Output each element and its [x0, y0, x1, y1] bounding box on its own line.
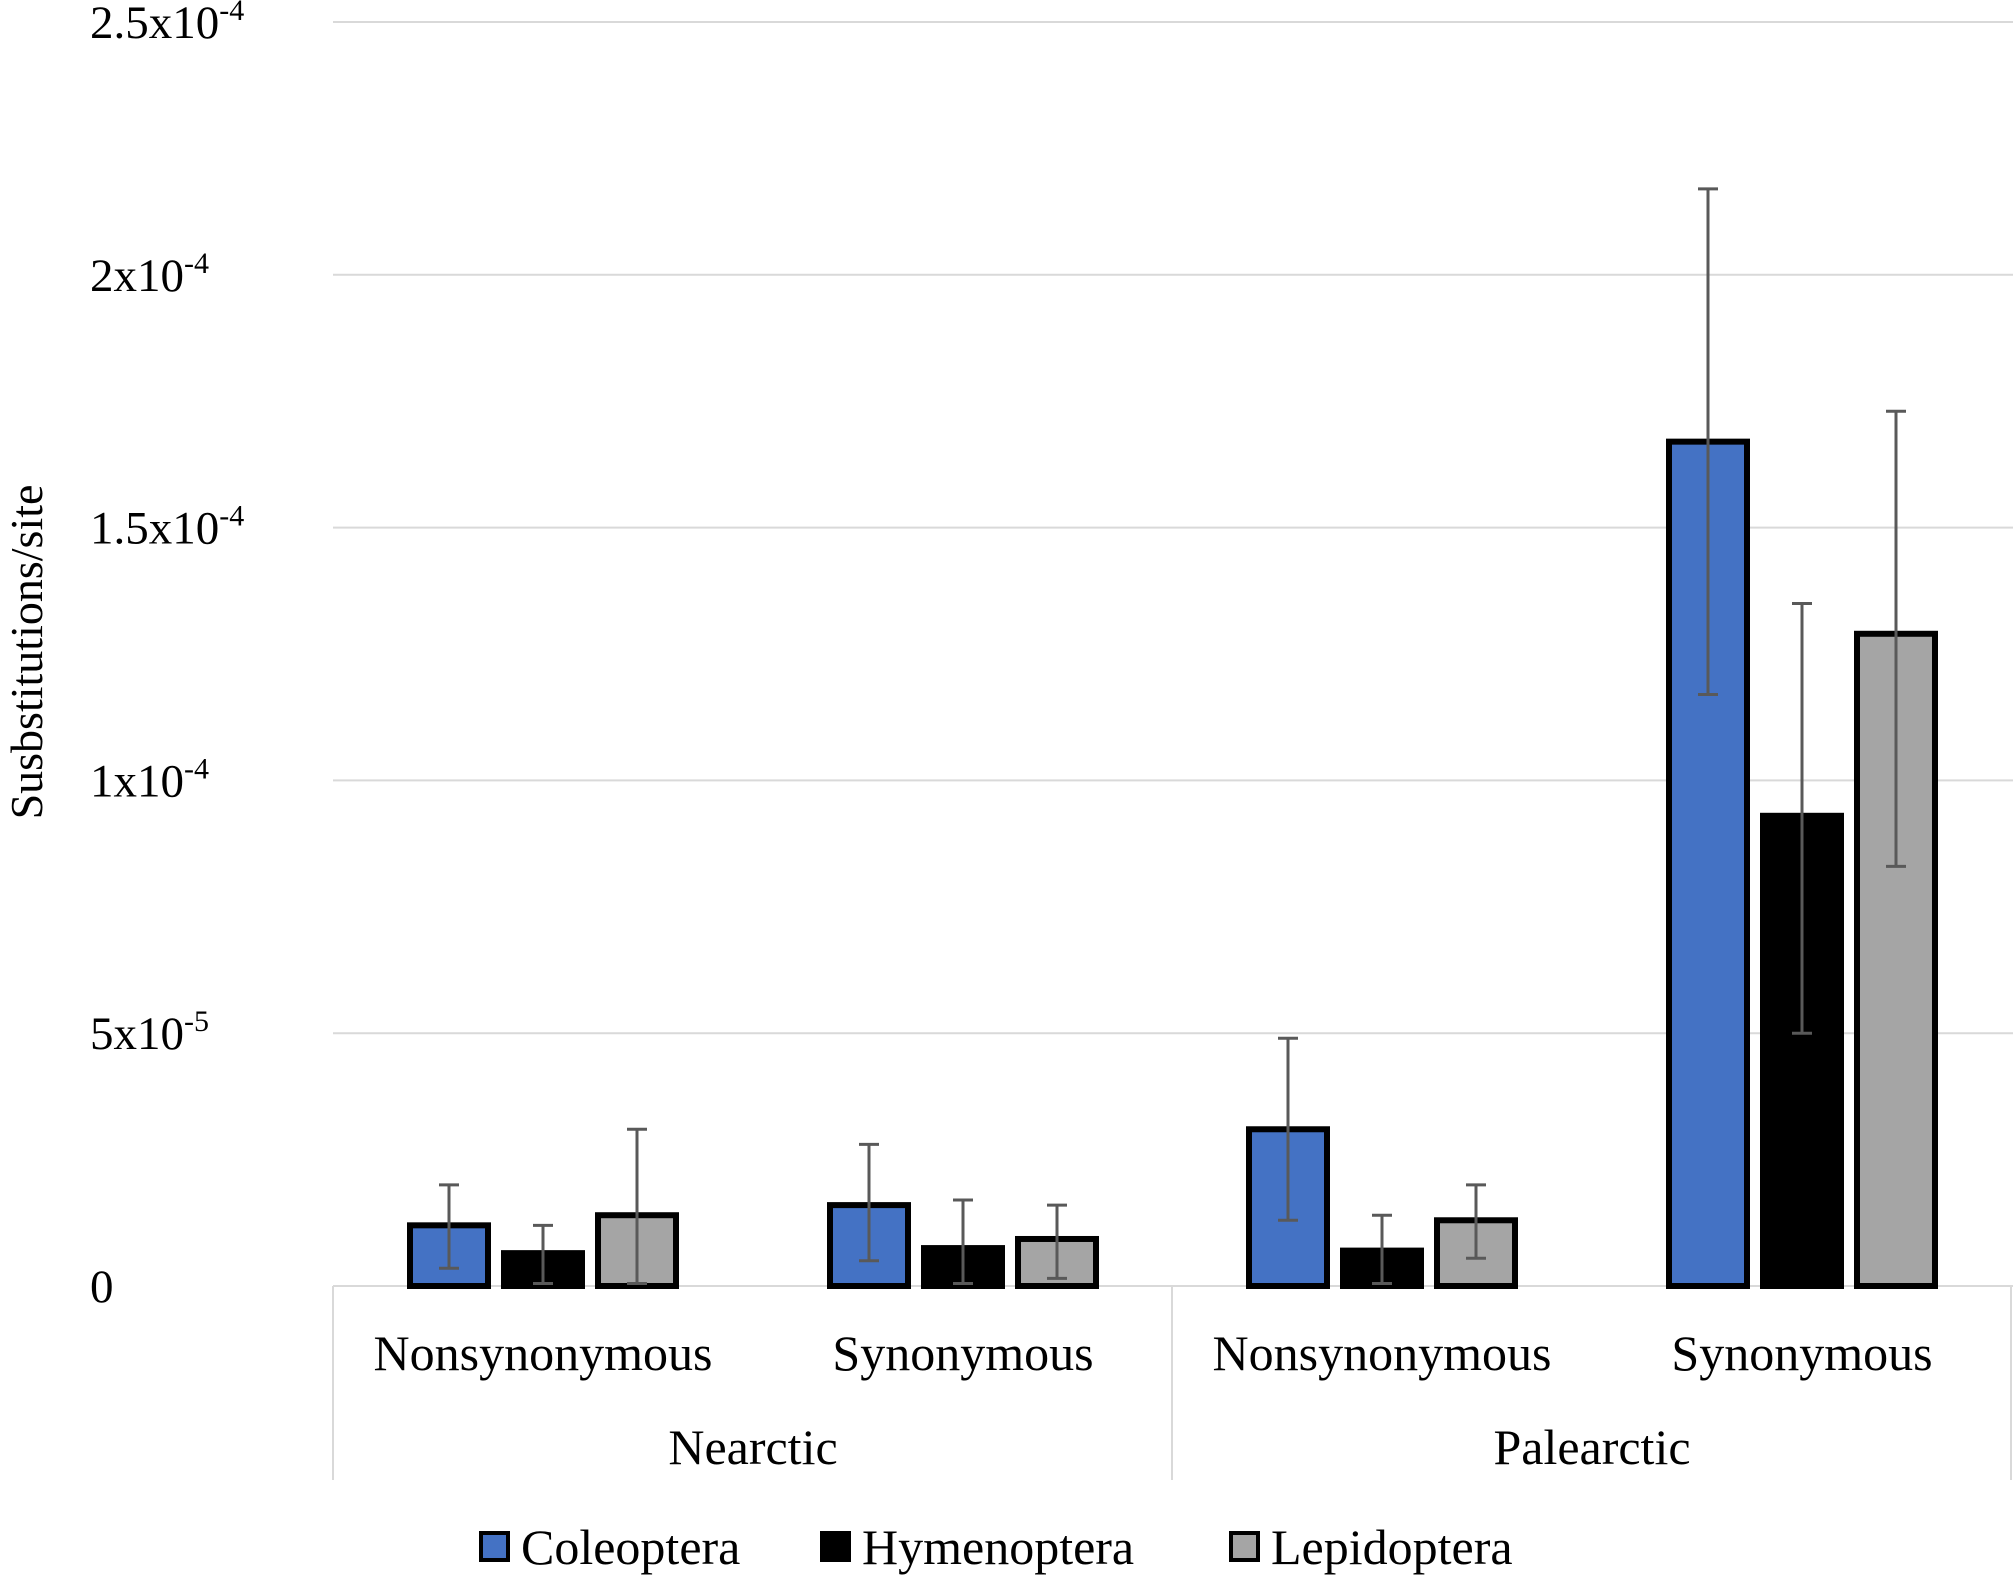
- y-tick-label: 1x10-4: [90, 752, 209, 807]
- y-tick-base: 5x10: [90, 1008, 184, 1060]
- error-bars: [439, 187, 1906, 1285]
- category-label: Nonsynonymous: [1213, 1325, 1552, 1381]
- bars: [407, 438, 1938, 1290]
- group-label: Palearctic: [1493, 1419, 1690, 1475]
- bar-lepidoptera-3: [1854, 630, 1938, 1289]
- x-axis-labels: Nonsynonymous Synonymous Nonsynonymous Syno…: [374, 1325, 1933, 1475]
- y-tick-base: 1x10: [90, 755, 184, 807]
- legend-label: Coleoptera: [521, 1519, 740, 1575]
- y-tick-label: 2x10-4: [90, 247, 209, 302]
- y-tick-base: 1.5x10: [90, 503, 219, 555]
- y-tick-base: 2x10: [90, 250, 184, 302]
- legend-label: Lepidoptera: [1271, 1519, 1513, 1575]
- y-tick-exponent: -4: [184, 247, 209, 280]
- y-tick-exponent: -4: [219, 0, 244, 27]
- group-label: Nearctic: [668, 1419, 837, 1475]
- y-tick-label: 1.5x10-4: [90, 500, 244, 555]
- legend-swatch: [820, 1531, 851, 1562]
- y-tick-label: 5x10-5: [90, 1005, 209, 1060]
- y-tick-exponent: -5: [184, 1005, 209, 1038]
- y-tick-exponent: -4: [184, 752, 209, 785]
- y-tick-base: 0: [90, 1261, 114, 1313]
- y-tick-label: 0: [90, 1261, 114, 1313]
- legend: Coleoptera Hymenoptera Lepidoptera: [479, 1519, 1513, 1575]
- legend-label: Hymenoptera: [862, 1519, 1134, 1575]
- y-tick-label: 2.5x10-4: [90, 0, 244, 49]
- y-axis-title: Susbstitutions/site: [1, 485, 52, 820]
- x-axis: [332, 1285, 2013, 1480]
- category-label: Nonsynonymous: [374, 1325, 713, 1381]
- category-label: Synonymous: [832, 1325, 1093, 1381]
- legend-swatch: [479, 1531, 510, 1562]
- y-tick-exponent: -4: [219, 500, 244, 533]
- category-label: Synonymous: [1671, 1325, 1932, 1381]
- y-tick-base: 2.5x10: [90, 0, 219, 49]
- legend-swatch: [1229, 1531, 1260, 1562]
